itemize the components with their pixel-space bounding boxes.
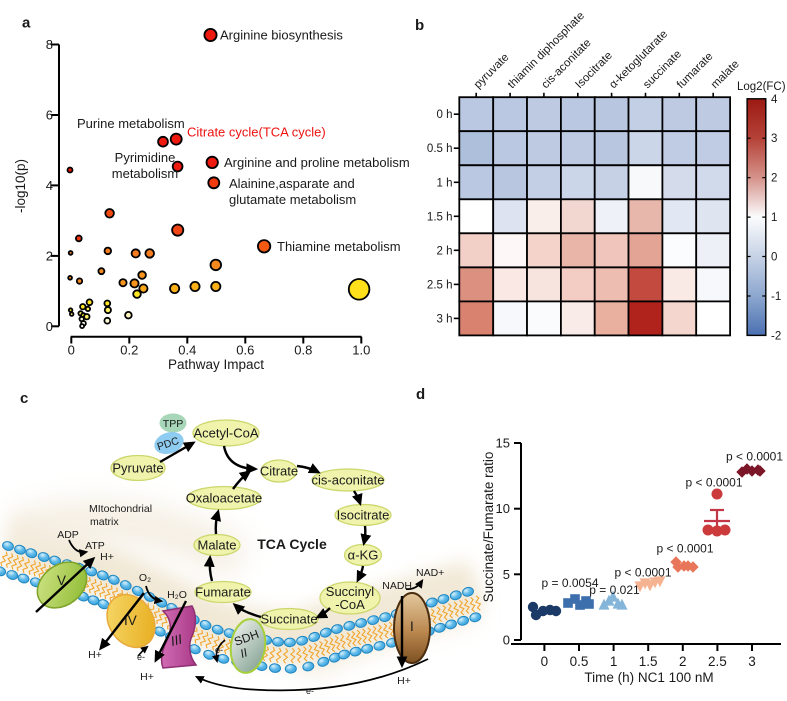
svg-text:5: 5	[503, 567, 510, 582]
svg-text:10: 10	[496, 501, 510, 516]
svg-text:-2: -2	[771, 330, 781, 342]
svg-text:p = 0.021: p = 0.021	[589, 583, 640, 597]
svg-text:Malate: Malate	[197, 538, 236, 553]
svg-text:Arginine and proline metabolis: Arginine and proline metabolism	[224, 155, 410, 170]
svg-text:cis-aconitate: cis-aconitate	[312, 473, 385, 488]
svg-text:0: 0	[68, 343, 75, 358]
svg-text:e-: e-	[306, 686, 314, 696]
svg-text:d: d	[416, 386, 425, 403]
svg-text:NADH: NADH	[382, 580, 412, 592]
svg-text:TPP: TPP	[163, 418, 183, 430]
svg-text:Log2(FC): Log2(FC)	[737, 81, 786, 93]
svg-text:p < 0.0001: p < 0.0001	[656, 542, 713, 556]
svg-text:6: 6	[46, 107, 53, 122]
svg-text:3: 3	[771, 133, 777, 145]
svg-text:0.6: 0.6	[236, 343, 254, 358]
svg-text:1.5: 1.5	[639, 654, 658, 669]
svg-text:IV: IV	[124, 613, 137, 628]
svg-text:p < 0.0001: p < 0.0001	[726, 450, 783, 464]
svg-text:0: 0	[46, 319, 53, 334]
svg-text:glutamate metabolism: glutamate metabolism	[229, 192, 356, 207]
svg-text:0.2: 0.2	[120, 343, 138, 358]
svg-text:0: 0	[503, 633, 510, 648]
svg-text:I: I	[410, 619, 414, 634]
svg-text:2.5 h: 2.5 h	[427, 279, 453, 291]
svg-text:3: 3	[748, 654, 756, 669]
svg-text:H+: H+	[88, 649, 102, 661]
svg-text:NAD+: NAD+	[416, 567, 444, 579]
svg-text:0: 0	[541, 654, 549, 669]
svg-text:II: II	[238, 645, 250, 661]
svg-text:Pathway Impact: Pathway Impact	[168, 357, 264, 372]
svg-text:Succinate/Fumarate ratio: Succinate/Fumarate ratio	[481, 452, 496, 603]
svg-text:Time (h) NC1 100 nM: Time (h) NC1 100 nM	[584, 670, 713, 685]
svg-text:0 h: 0 h	[437, 109, 453, 121]
svg-text:4: 4	[771, 94, 778, 106]
svg-text:e-: e-	[137, 652, 145, 662]
svg-text:Isocitrate: Isocitrate	[337, 508, 390, 523]
svg-text:0.5 h: 0.5 h	[427, 143, 453, 155]
svg-text:Acetyl-CoA: Acetyl-CoA	[193, 426, 258, 441]
svg-text:0.4: 0.4	[178, 343, 196, 358]
svg-text:3 h: 3 h	[437, 313, 453, 325]
svg-text:α-KG: α-KG	[348, 548, 379, 563]
svg-text:Thiamine metabolism: Thiamine metabolism	[277, 239, 401, 254]
svg-text:8: 8	[46, 37, 53, 52]
svg-text:2: 2	[771, 173, 777, 185]
svg-text:H₂O: H₂O	[167, 589, 187, 601]
svg-text:0.5: 0.5	[570, 654, 589, 669]
svg-text:1: 1	[771, 212, 777, 224]
svg-text:e-: e-	[215, 645, 223, 655]
svg-text:p = 0.0054: p = 0.0054	[541, 576, 598, 590]
svg-text:p < 0.0001: p < 0.0001	[614, 566, 671, 580]
svg-text:0.8: 0.8	[294, 343, 312, 358]
svg-text:2.5: 2.5	[708, 654, 727, 669]
svg-text:Citrate cycle(TCA cycle): Citrate cycle(TCA cycle)	[187, 125, 326, 140]
svg-text:ADP: ADP	[57, 529, 79, 541]
svg-text:Arginine biosynthesis: Arginine biosynthesis	[220, 28, 343, 43]
svg-text:Pyruvate: Pyruvate	[112, 461, 163, 476]
svg-text:H+: H+	[397, 675, 411, 687]
svg-text:matrix: matrix	[90, 516, 119, 528]
svg-text:-log10(p): -log10(p)	[13, 159, 28, 213]
svg-text:0: 0	[771, 252, 777, 264]
svg-text:MItochondrial: MItochondrial	[89, 503, 152, 515]
svg-text:1: 1	[610, 654, 618, 669]
svg-text:2 h: 2 h	[437, 245, 453, 257]
svg-text:4: 4	[46, 178, 53, 193]
svg-text:metabolism: metabolism	[112, 166, 178, 181]
svg-text:Oxaloacetate: Oxaloacetate	[186, 491, 263, 506]
svg-text:Pyrimidine: Pyrimidine	[115, 150, 176, 165]
svg-text:15: 15	[496, 436, 510, 451]
svg-text:2: 2	[679, 654, 687, 669]
svg-text:2: 2	[46, 248, 53, 263]
svg-text:Fumarate: Fumarate	[195, 585, 251, 600]
svg-text:Succinate: Succinate	[260, 612, 317, 627]
svg-text:III: III	[169, 632, 184, 649]
svg-text:c: c	[20, 390, 28, 407]
svg-text:Succinyl: Succinyl	[326, 584, 375, 599]
svg-text:Purine metabolism: Purine metabolism	[77, 116, 185, 131]
svg-text:b: b	[415, 17, 424, 34]
svg-text:-CoA: -CoA	[335, 597, 365, 612]
svg-text:H+: H+	[100, 551, 114, 563]
svg-text:Alainine,asparate and: Alainine,asparate and	[229, 176, 355, 191]
svg-text:ATP: ATP	[85, 540, 105, 552]
svg-text:1.5 h: 1.5 h	[427, 211, 453, 223]
svg-text:a: a	[22, 15, 31, 32]
svg-text:-1: -1	[771, 291, 781, 303]
svg-text:Citrate: Citrate	[260, 464, 298, 479]
svg-text:O₂: O₂	[139, 572, 151, 584]
svg-text:p < 0.0001: p < 0.0001	[685, 476, 742, 490]
svg-text:H+: H+	[140, 671, 154, 683]
svg-text:1.0: 1.0	[352, 343, 370, 358]
svg-text:TCA Cycle: TCA Cycle	[257, 536, 327, 552]
svg-text:1 h: 1 h	[437, 177, 453, 189]
svg-text:V: V	[57, 573, 66, 588]
